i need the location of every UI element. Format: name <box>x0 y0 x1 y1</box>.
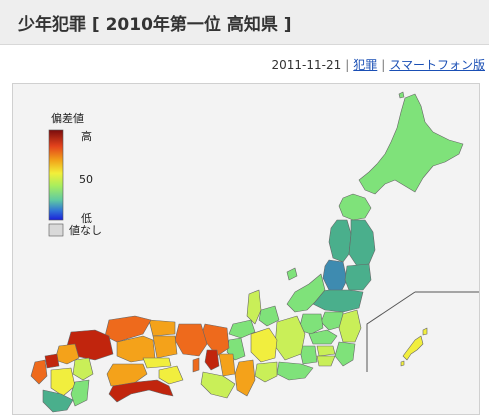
prefecture-hokkaido[interactable] <box>358 93 464 195</box>
prefecture-mie[interactable] <box>234 359 256 397</box>
prefecture-ibaraki[interactable] <box>338 309 362 343</box>
prefecture-okinawa[interactable] <box>402 335 424 361</box>
prefectures <box>30 91 464 413</box>
prefecture-okayama[interactable] <box>152 335 178 359</box>
prefecture-kumamoto[interactable] <box>50 367 76 397</box>
prefecture-kanagawa[interactable] <box>316 355 336 367</box>
meta-line: 2011-11-21 | 犯罪 | スマートフォン版 <box>271 56 485 73</box>
legend-no-value-label: 値なし <box>69 224 102 237</box>
page-title: 少年犯罪 [ 2010年第一位 高知県 ] <box>18 15 292 35</box>
prefecture-kochi[interactable] <box>108 379 174 403</box>
japan-choropleth-map: 偏差値 高 50 低 値なし <box>30 91 479 413</box>
prefecture-fukui[interactable] <box>228 319 256 339</box>
prefecture-yamanashi[interactable] <box>298 345 318 365</box>
prefecture-miyazaki[interactable] <box>70 379 90 407</box>
map-panel: 偏差値 高 50 低 値なし <box>12 83 480 415</box>
legend-title: 偏差値 <box>51 111 84 125</box>
prefecture-ishikawa[interactable] <box>246 289 262 325</box>
prefecture-shizuoka[interactable] <box>276 361 314 381</box>
prefecture-chiba[interactable] <box>334 341 356 367</box>
category-link[interactable]: 犯罪 <box>353 58 378 72</box>
prefecture-hyogo[interactable] <box>174 323 208 357</box>
post-date: 2011-11-21 <box>271 58 342 72</box>
prefecture-yamagata[interactable] <box>322 259 348 293</box>
legend-color-bar <box>48 129 64 221</box>
prefecture-nagano[interactable] <box>274 315 306 361</box>
prefecture-nara[interactable] <box>218 353 236 377</box>
prefecture-niigata[interactable] <box>286 273 326 313</box>
prefecture-tokushima[interactable] <box>158 365 184 385</box>
prefecture-nagasaki[interactable] <box>30 359 48 385</box>
prefecture-kagoshima[interactable] <box>42 389 74 413</box>
island-okinawa-small <box>422 327 428 336</box>
island-okinawa-small-2 <box>400 360 405 367</box>
separator: | <box>381 58 386 72</box>
prefecture-fukushima[interactable] <box>312 289 364 313</box>
page-header: 少年犯罪 [ 2010年第一位 高知県 ] <box>0 0 489 45</box>
legend-no-value-swatch <box>48 223 64 237</box>
prefecture-akita[interactable] <box>328 219 352 263</box>
prefecture-saga[interactable] <box>44 353 60 369</box>
prefecture-aichi[interactable] <box>254 361 278 383</box>
prefecture-oita[interactable] <box>72 357 94 381</box>
prefecture-saitama[interactable] <box>308 329 338 345</box>
island-rishiri <box>398 91 405 99</box>
prefecture-osaka[interactable] <box>204 349 220 371</box>
legend-high-label: 高 <box>81 129 92 143</box>
island-sado <box>286 267 298 281</box>
prefecture-tokyo[interactable] <box>316 345 336 357</box>
prefecture-gifu[interactable] <box>250 327 278 363</box>
legend-mid-label: 50 <box>79 173 93 186</box>
prefecture-wakayama[interactable] <box>200 371 236 399</box>
legend-low-label: 低 <box>81 212 92 225</box>
prefecture-miyagi[interactable] <box>344 263 372 291</box>
island-awaji <box>192 357 200 373</box>
smartphone-link[interactable]: スマートフォン版 <box>389 58 485 72</box>
legend: 偏差値 高 50 低 値なし <box>48 111 102 237</box>
prefecture-toyama[interactable] <box>258 305 280 327</box>
prefecture-kagawa[interactable] <box>142 357 172 369</box>
separator: | <box>345 58 350 72</box>
okinawa-inset-frame <box>366 291 479 372</box>
prefecture-tottori[interactable] <box>148 319 176 337</box>
prefecture-aomori[interactable] <box>338 193 372 221</box>
prefecture-iwate[interactable] <box>348 219 376 267</box>
